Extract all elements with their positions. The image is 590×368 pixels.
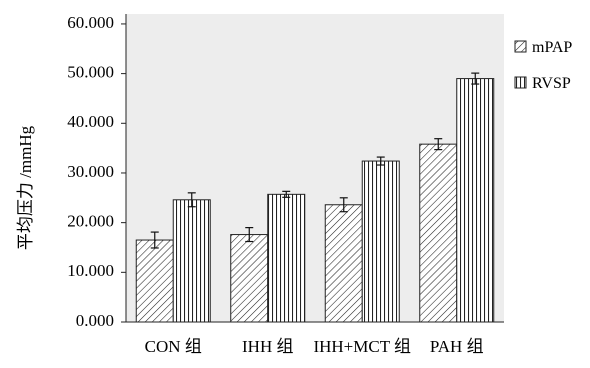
error-bar-mpap-2 <box>245 227 254 243</box>
bar-rvsp-4 <box>456 78 495 323</box>
bar-mpap-4 <box>419 143 458 323</box>
y-tick-label: 50.000 <box>67 63 114 82</box>
y-tick-label: 20.000 <box>67 212 114 231</box>
x-tick-labels: CON 组 IHH 组 IHH+MCT 组 PAH 组 <box>145 337 484 356</box>
bar-rvsp-3 <box>361 160 400 323</box>
error-bar-rvsp-1 <box>187 192 196 208</box>
legend-label-mpap: mPAP <box>532 39 572 56</box>
bar-mpap-2 <box>230 234 269 323</box>
error-bar-rvsp-4 <box>471 72 480 85</box>
legend: mPAP RVSP <box>514 39 572 92</box>
y-axis-title: 平均压力 /mmHg <box>16 125 35 250</box>
error-bar-mpap-1 <box>150 231 159 249</box>
error-bar-rvsp-2 <box>282 190 291 198</box>
error-bar-rvsp-3 <box>376 156 385 166</box>
error-bars-layer <box>150 72 480 249</box>
y-tick-label: 10.000 <box>67 261 114 280</box>
y-tick-label: 30.000 <box>67 162 114 181</box>
x-tick-label: IHH 组 <box>242 337 293 356</box>
bar-rvsp-2 <box>267 193 306 323</box>
legend-swatch-rvsp <box>514 76 527 89</box>
legend-label-rvsp: RVSP <box>532 75 571 92</box>
error-bar-mpap-4 <box>434 138 443 151</box>
y-tick-label: 0.000 <box>76 311 114 330</box>
x-tick-label: IHH+MCT 组 <box>313 337 411 356</box>
y-ticks: 0.000 10.000 20.000 30.000 40.000 50.000 60.00… <box>67 13 126 330</box>
x-tick-label: CON 组 <box>145 337 202 356</box>
bar-rvsp-1 <box>172 199 211 323</box>
y-tick-label: 60.000 <box>67 13 114 32</box>
y-tick-label: 40.000 <box>67 112 114 131</box>
bars-layer <box>135 78 495 323</box>
x-tick-label: PAH 组 <box>430 337 484 356</box>
bar-mpap-3 <box>324 204 363 323</box>
bar-mpap-1 <box>135 239 174 323</box>
legend-swatch-mpap <box>514 40 527 53</box>
error-bar-mpap-3 <box>339 197 348 213</box>
